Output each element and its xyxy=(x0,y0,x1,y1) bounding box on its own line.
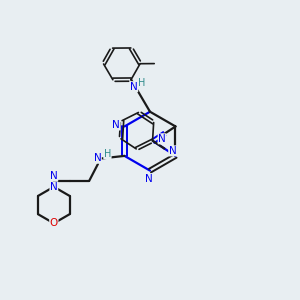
Text: N: N xyxy=(50,171,58,181)
Text: H: H xyxy=(104,148,111,158)
Text: H: H xyxy=(138,78,146,88)
Text: N: N xyxy=(130,82,138,92)
Text: N: N xyxy=(50,182,58,192)
Text: N: N xyxy=(169,146,176,156)
Text: N: N xyxy=(112,120,120,130)
Text: N: N xyxy=(145,174,152,184)
Text: N: N xyxy=(158,134,166,144)
Text: N: N xyxy=(94,153,101,163)
Text: O: O xyxy=(50,218,58,228)
